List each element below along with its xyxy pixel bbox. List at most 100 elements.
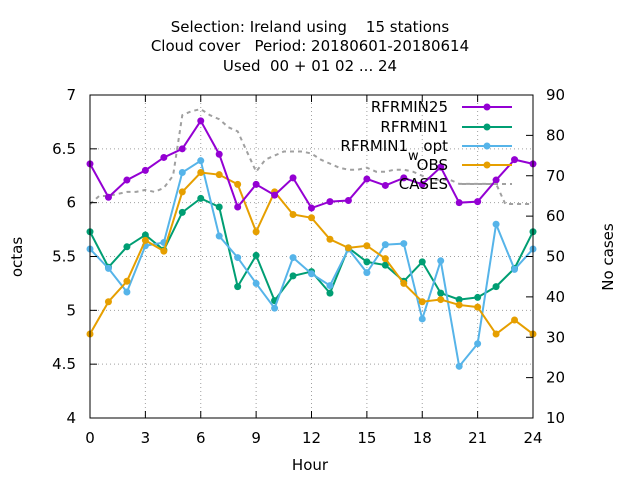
data-point: [326, 282, 334, 290]
data-point: [492, 330, 500, 338]
data-point: [363, 175, 371, 183]
legend-marker: [483, 161, 491, 169]
data-point: [308, 270, 315, 278]
data-point: [104, 264, 112, 272]
data-point: [234, 203, 242, 211]
y2-tick-label: 90: [546, 86, 565, 104]
y-tick-label: 6: [66, 194, 76, 212]
x-tick-label: 18: [413, 429, 432, 447]
data-point: [437, 296, 445, 304]
x-tick-label: 12: [302, 429, 321, 447]
data-point: [344, 244, 352, 252]
legend-marker: [483, 103, 491, 111]
legend-label-subscript: w: [408, 149, 419, 164]
data-point: [252, 279, 260, 287]
data-point: [474, 303, 482, 311]
y2-tick-label: 10: [546, 409, 565, 427]
y-tick-label: 4: [66, 409, 76, 427]
data-point: [215, 203, 223, 211]
data-point: [437, 163, 445, 171]
data-point: [234, 180, 242, 188]
y2-axis-label: No cases: [599, 223, 617, 291]
data-point: [104, 298, 112, 306]
data-point: [123, 277, 131, 285]
x-tick-label: 15: [357, 429, 376, 447]
data-point: [141, 231, 149, 239]
data-point: [215, 171, 223, 179]
data-point: [492, 283, 500, 291]
data-point: [141, 166, 149, 174]
x-tick-label: 24: [523, 429, 542, 447]
x-axis-label: Hour: [292, 456, 329, 474]
data-point: [455, 199, 463, 207]
data-point: [123, 243, 131, 251]
legend-label: RFRMIN25: [371, 98, 448, 116]
data-point: [381, 255, 389, 263]
data-point: [178, 169, 186, 177]
data-point: [123, 176, 131, 184]
legend-marker: [483, 142, 491, 150]
data-point: [381, 261, 389, 269]
data-point: [344, 197, 352, 205]
y-tick-label: 7: [66, 86, 76, 104]
data-point: [141, 236, 149, 244]
legend-label: RFRMIN1w opt: [340, 137, 448, 164]
data-point: [474, 340, 482, 348]
data-point: [215, 232, 223, 240]
chart-title: Selection: Ireland using 15 stations Clo…: [151, 18, 469, 75]
chart-title-line-1: Selection: Ireland using 15 stations: [171, 18, 450, 36]
data-point: [418, 315, 426, 323]
legend-label: OBS: [417, 156, 448, 174]
data-point: [400, 240, 408, 248]
legend-item: CASES: [399, 175, 512, 193]
data-point: [455, 296, 463, 304]
data-point: [123, 288, 131, 296]
data-point: [160, 247, 168, 255]
legend-label-suffix: opt: [419, 137, 448, 155]
legend-label: CASES: [399, 175, 448, 193]
series-line-cases: [89, 108, 533, 206]
ticks: 0 3 6 9 12 15 18 21 24 4 4.5 5 5.5 6 6.5 7 10 20 30 40 50 60 7…: [52, 86, 565, 447]
y-tick-label: 5: [66, 301, 76, 319]
data-point: [289, 174, 297, 182]
data-point: [418, 298, 426, 306]
legend-label-text: OBS: [417, 156, 448, 174]
data-point: [326, 198, 334, 206]
data-point: [418, 258, 426, 266]
y-tick-label: 5.5: [52, 248, 76, 266]
legend-label-text: RFRMIN1: [380, 118, 448, 136]
series-line: [89, 197, 534, 303]
data-point: [252, 251, 260, 259]
data-point: [104, 193, 112, 201]
series-line: [89, 171, 534, 336]
legend-item: RFRMIN1w opt: [340, 137, 512, 164]
y2-tick-label: 20: [546, 369, 565, 387]
data-point: [474, 198, 482, 206]
data-point: [511, 316, 519, 324]
legend-label: RFRMIN1: [380, 118, 448, 136]
data-point: [455, 301, 463, 309]
data-point: [437, 257, 445, 265]
data-point: [289, 211, 297, 219]
data-point: [455, 362, 463, 370]
y-tick-label: 4.5: [52, 355, 76, 373]
y2-tick-label: 80: [546, 126, 565, 144]
data-point: [178, 208, 186, 216]
data-point: [400, 279, 408, 287]
data-point: [178, 145, 186, 153]
series-layer: [86, 117, 537, 370]
data-point: [308, 204, 315, 212]
data-point: [381, 241, 389, 249]
series-3: [86, 169, 537, 338]
x-tick-label: 6: [196, 429, 206, 447]
legend-item: RFRMIN25: [371, 98, 512, 116]
data-point: [474, 293, 482, 301]
y2-tick-label: 30: [546, 328, 565, 346]
x-tick-label: 21: [468, 429, 487, 447]
legend-label-text: CASES: [399, 175, 448, 193]
data-point: [197, 194, 205, 202]
data-point: [271, 304, 279, 312]
data-point: [418, 180, 426, 188]
